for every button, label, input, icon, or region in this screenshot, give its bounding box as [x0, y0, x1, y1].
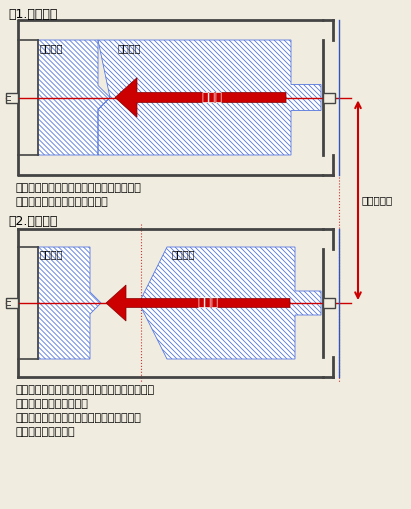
Bar: [38, 247, 323, 359]
Text: 固定鉄心: 固定鉄心: [40, 43, 64, 53]
Text: 可動鉄心: 可動鉄心: [118, 43, 141, 53]
Text: 吸引力: 吸引力: [198, 297, 219, 309]
Polygon shape: [106, 285, 290, 321]
Text: 固定鉄心: 固定鉄心: [40, 249, 64, 259]
Bar: [323, 298, 335, 308]
Text: 吸着力: 吸着力: [201, 91, 222, 104]
Text: 図1.吸着状態: 図1.吸着状態: [8, 8, 58, 21]
Text: 吸引力といいます。: 吸引力といいます。: [15, 427, 75, 437]
Text: 可動鉄心を固定鉄心に引き込む力のことを: 可動鉄心を固定鉄心に引き込む力のことを: [15, 413, 141, 423]
Text: 可動鉄心: 可動鉄心: [172, 249, 196, 259]
Text: 固定鉄心と可動鉄心の吸着状態を保持する: 固定鉄心と可動鉄心の吸着状態を保持する: [15, 183, 141, 193]
Text: ストロークといいます。: ストロークといいます。: [15, 399, 88, 409]
Bar: [323, 93, 335, 102]
Bar: [6, 93, 18, 102]
Polygon shape: [139, 247, 321, 359]
Polygon shape: [38, 247, 101, 359]
Text: 図2.突出状態: 図2.突出状態: [8, 215, 58, 228]
Text: ストローク: ストローク: [361, 195, 392, 205]
Text: 吸着状態から、可動鉄心が突出している長さを: 吸着状態から、可動鉄心が突出している長さを: [15, 385, 154, 395]
Polygon shape: [38, 40, 110, 155]
Bar: [6, 298, 18, 308]
Polygon shape: [98, 40, 321, 155]
Text: 力のことを吸着力といいます。: 力のことを吸着力といいます。: [15, 197, 108, 207]
Polygon shape: [115, 78, 286, 117]
Bar: [38, 40, 323, 155]
